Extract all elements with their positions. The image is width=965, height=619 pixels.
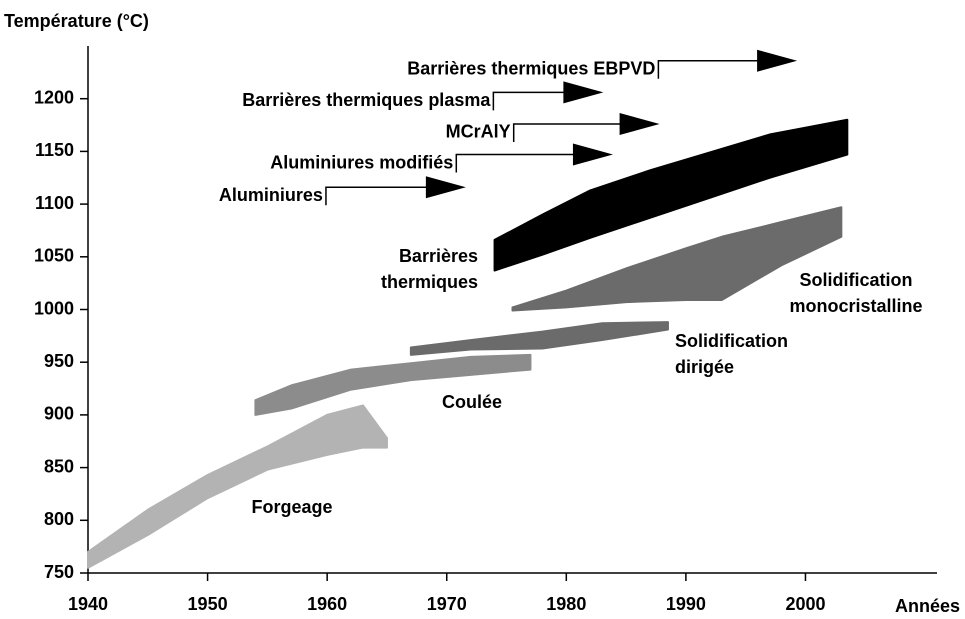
annotation-label: Aluminiures [219, 185, 323, 205]
y-tick-label: 900 [44, 404, 74, 424]
x-tick-label: 1940 [68, 594, 108, 614]
annotation-arrow [512, 123, 622, 142]
y-tick-label: 1200 [34, 87, 74, 107]
band-label: Forgeage [251, 497, 332, 517]
y-axis-title: Température (°C) [4, 11, 149, 31]
y-tick-label: 1100 [35, 193, 74, 213]
band [511, 206, 843, 312]
y-tick-label: 850 [44, 456, 74, 476]
arrow-head [619, 112, 660, 135]
annotation-arrow [455, 153, 575, 173]
x-tick-label: 2000 [785, 594, 825, 614]
y-tick-label: 750 [44, 562, 74, 582]
y-tick-label: 1000 [34, 298, 74, 318]
x-tick-label: 1980 [546, 594, 586, 614]
annotation-arrow [657, 60, 760, 79]
band [87, 404, 388, 569]
band-label: Solidification dirigée [675, 331, 788, 377]
arrow-head [425, 176, 466, 199]
x-axis-title: Années [895, 596, 960, 616]
annotation-label: Aluminiures modifiés [270, 152, 453, 172]
annotation-label: Barrières thermiques plasma [242, 90, 491, 110]
x-tick-label: 1970 [427, 594, 467, 614]
band [409, 321, 669, 356]
annotation-arrow [325, 186, 428, 206]
band-label: Barrières thermiques [381, 246, 478, 292]
band-label: Coulée [442, 392, 502, 412]
x-tick-label: 1990 [666, 594, 706, 614]
annotation-label: MCrAlY [446, 122, 511, 142]
band [493, 118, 849, 272]
band-label: Solidification monocristalline [789, 270, 922, 316]
x-tick-label: 1960 [307, 594, 347, 614]
y-tick-label: 1050 [34, 246, 74, 266]
y-tick-label: 950 [44, 351, 74, 371]
x-tick-label: 1950 [188, 594, 228, 614]
y-tick-label: 800 [44, 509, 74, 529]
arrow-head [572, 143, 613, 166]
y-tick-label: 1150 [35, 140, 74, 160]
arrow-head [563, 81, 604, 104]
band [254, 353, 532, 416]
annotation-arrow [492, 91, 566, 111]
arrow-head [757, 49, 798, 72]
annotation-label: Barrières thermiques EBPVD [407, 59, 655, 79]
